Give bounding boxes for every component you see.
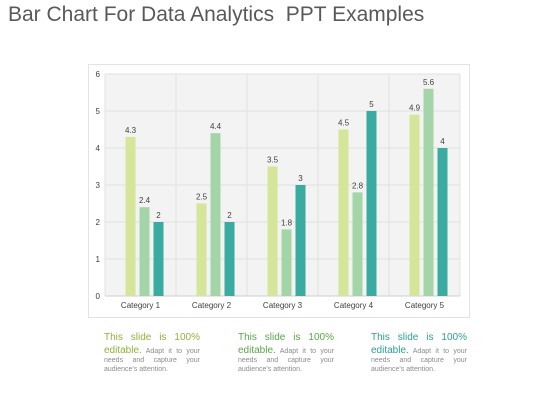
bar xyxy=(153,222,164,296)
data-label: 2.8 xyxy=(352,181,364,190)
y-tick-label: 5 xyxy=(96,107,101,116)
bar xyxy=(423,88,434,296)
data-label: 4.9 xyxy=(409,104,421,113)
bar xyxy=(366,111,377,296)
data-label: 4 xyxy=(440,137,445,146)
bar xyxy=(338,129,349,296)
bar xyxy=(437,148,448,296)
data-label: 2 xyxy=(156,211,161,220)
bar xyxy=(281,229,292,296)
data-label: 2 xyxy=(227,211,232,220)
bar-chart-svg: 0 1 2 3 4 5 6 4.3 2.4 2 Category 1 2.5 4.4 2 Category … xyxy=(88,64,470,318)
bar xyxy=(139,207,150,296)
bar xyxy=(352,192,363,296)
bar xyxy=(267,166,278,296)
bar xyxy=(196,203,207,296)
data-label: 5.6 xyxy=(423,78,435,87)
bar xyxy=(295,185,306,296)
data-label: 4.4 xyxy=(210,122,222,131)
x-tick-label: Category 5 xyxy=(405,301,445,310)
data-label: 2.4 xyxy=(139,196,151,205)
data-label: 4.5 xyxy=(338,119,350,128)
y-tick-label: 1 xyxy=(96,255,101,264)
x-tick-label: Category 3 xyxy=(263,301,303,310)
caption-3-body: Adapt it to your needs and capture your … xyxy=(371,347,467,373)
x-tick-label: Category 2 xyxy=(192,301,232,310)
bar xyxy=(210,133,221,296)
y-tick-label: 2 xyxy=(96,218,101,227)
caption-1-body: Adapt it to your needs and capture your … xyxy=(104,347,200,373)
caption-2-heading-line2: editable. xyxy=(238,344,276,356)
bar xyxy=(125,136,136,296)
data-label: 4.3 xyxy=(125,126,137,135)
bar xyxy=(409,114,420,296)
y-tick-label: 3 xyxy=(96,181,101,190)
caption-2-heading: This slide is 100% xyxy=(238,332,334,343)
caption-1-heading-line2: editable. xyxy=(104,344,142,356)
x-tick-label: Category 1 xyxy=(121,301,161,310)
caption-1: This slide is 100% editable. Adapt it to… xyxy=(104,332,200,375)
y-tick-label: 4 xyxy=(96,144,101,153)
caption-2: This slide is 100% editable. Adapt it to… xyxy=(238,332,334,375)
bar xyxy=(224,222,235,296)
caption-3-heading: This slide is 100% xyxy=(371,332,467,343)
caption-3-heading-line2: editable. xyxy=(371,344,409,356)
slide-title: Bar Chart For Data Analytics PPT Example… xyxy=(8,3,425,26)
caption-2-body: Adapt it to your needs and capture your … xyxy=(238,347,334,373)
x-tick-label: Category 4 xyxy=(334,301,374,310)
data-label: 1.8 xyxy=(281,218,293,227)
data-label: 5 xyxy=(369,100,374,109)
data-label: 3 xyxy=(298,174,303,183)
bar-chart: 0 1 2 3 4 5 6 4.3 2.4 2 Category 1 2.5 4.4 2 Category … xyxy=(88,64,470,318)
caption-3: This slide is 100% editable. Adapt it to… xyxy=(371,332,467,375)
caption-1-heading: This slide is 100% xyxy=(104,332,200,343)
y-tick-label: 0 xyxy=(96,292,101,301)
data-label: 2.5 xyxy=(196,193,208,202)
data-label: 3.5 xyxy=(267,156,279,165)
y-tick-label: 6 xyxy=(96,70,101,79)
